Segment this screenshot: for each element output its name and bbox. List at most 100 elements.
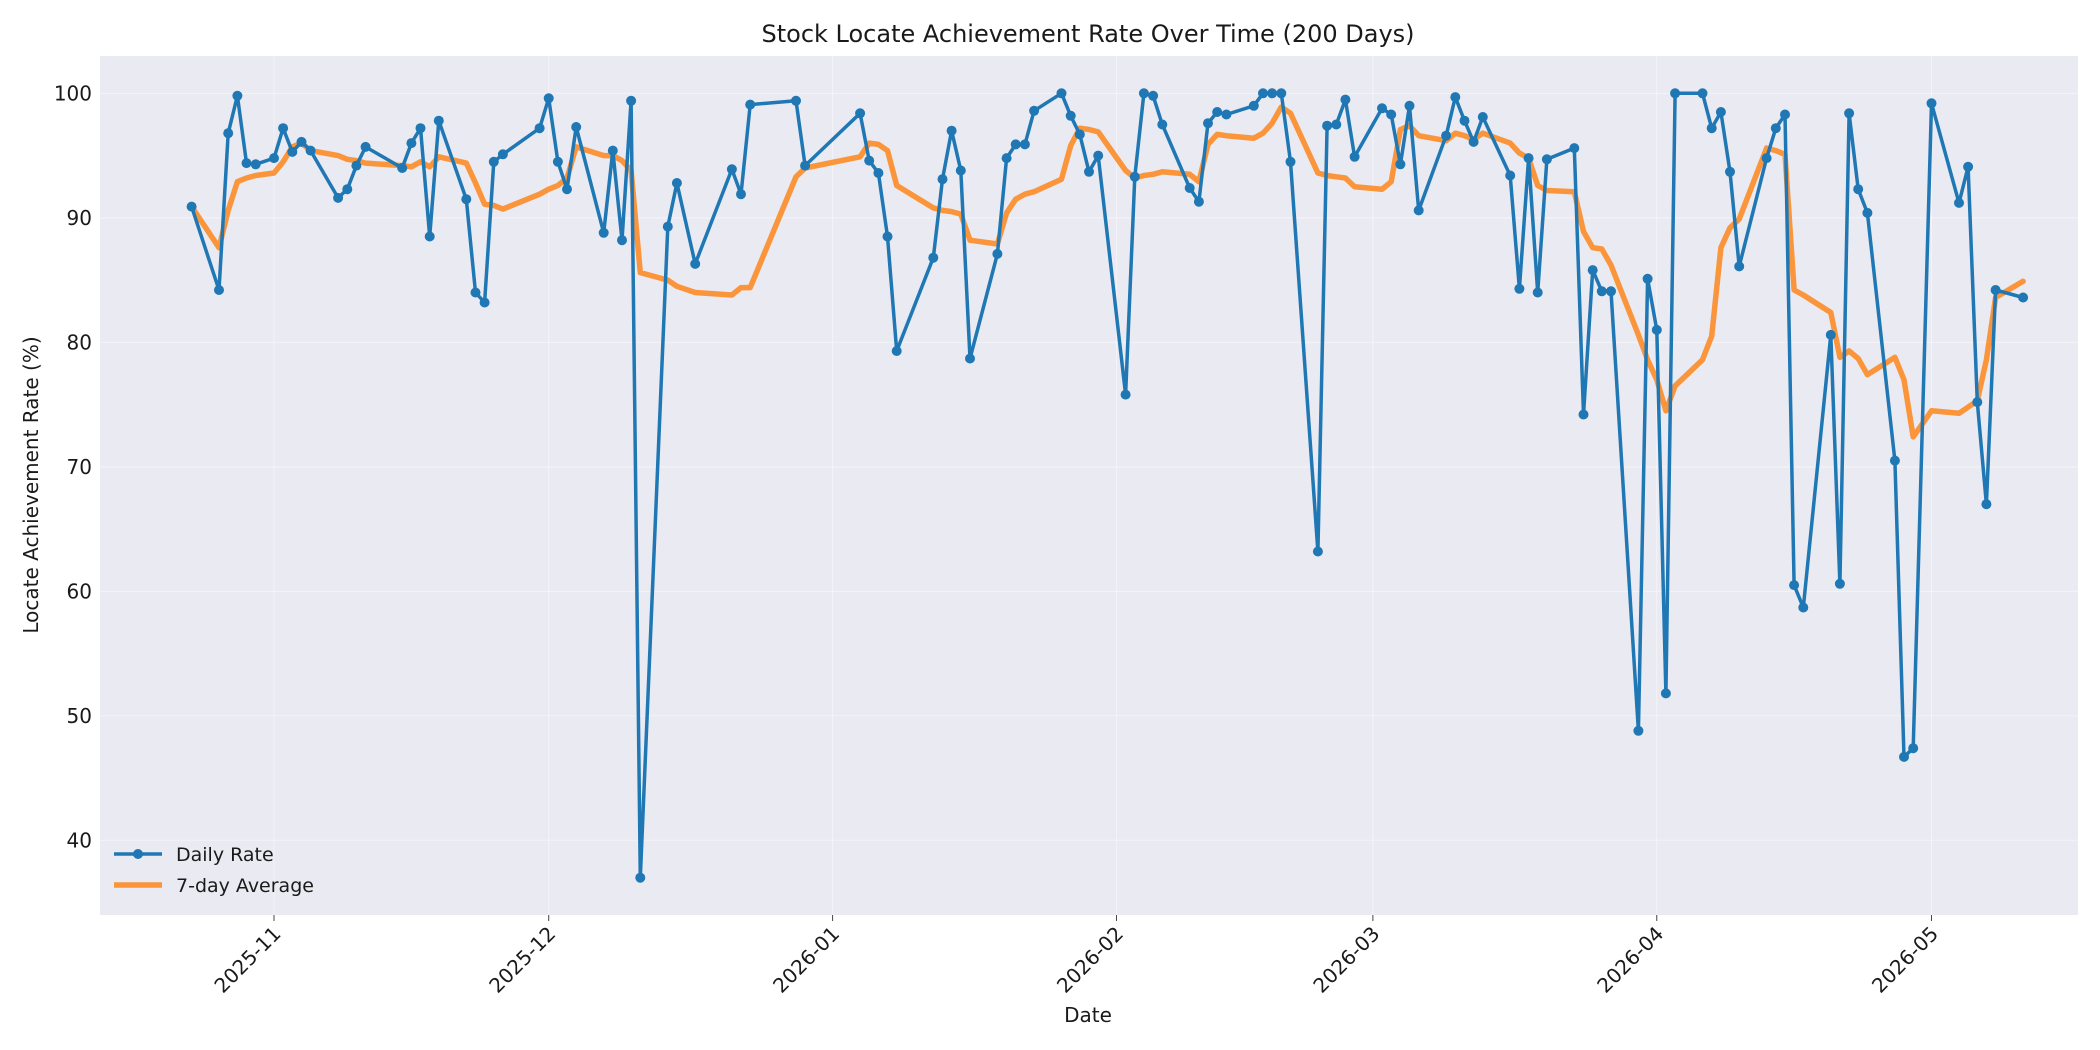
chart-title: Stock Locate Achievement Rate Over Time … [761,20,1414,48]
x-tick-label: 2025-12 [484,922,560,998]
daily-rate-point [1990,285,2001,295]
daily-rate-point [1825,329,1836,340]
daily-rate-point [1532,287,1543,298]
daily-rate-point [1697,88,1708,99]
daily-rate-point [1001,153,1012,164]
y-tick-label: 90 [67,206,92,230]
daily-rate-point [360,141,371,152]
daily-rate-point [1541,154,1552,165]
daily-rate-point [873,168,884,178]
x-axis: 2025-11 2025-12 2026-01 2026-02 2026-03 2026-… [209,915,1943,998]
daily-rate-point [552,156,563,167]
daily-rate-point [1834,578,1845,589]
daily-rate-point [241,158,252,169]
daily-rate-point [470,287,481,298]
daily-rate-point [946,125,957,136]
daily-rate-point [1120,389,1131,400]
daily-rate-point [1148,90,1159,101]
daily-rate-point [223,128,234,139]
daily-rate-point [1377,103,1387,114]
daily-rate-point [1203,118,1213,129]
series-7-day-average-line [188,104,2026,440]
daily-rate-point [1862,207,1873,218]
daily-rate-point [1413,205,1424,216]
daily-rate-point [571,122,582,132]
daily-rate-point [1084,166,1094,177]
daily-rate-point [305,145,316,156]
daily-rate-point [342,184,353,195]
daily-rate-point [497,149,508,160]
daily-rate-point [1734,261,1745,272]
y-tick-label: 40 [67,828,92,852]
daily-rate-point [1770,123,1781,134]
x-tick-label: 2026-03 [1308,922,1384,998]
daily-rate-point [479,297,490,308]
daily-rate-point [1908,743,1919,754]
daily-rate-point [1725,166,1735,177]
x-axis-label: Date [1064,1003,1112,1027]
daily-rate-point [1138,88,1149,99]
daily-rate-point [607,145,618,156]
daily-rate-point [1660,688,1671,699]
daily-rate-point [1844,108,1855,119]
daily-rate-point [882,231,893,242]
daily-rate-point [1761,153,1772,164]
daily-rate-point [543,93,554,104]
daily-rate-point [397,163,408,173]
daily-rate-point [1587,265,1598,276]
daily-rate-point [1789,580,1800,591]
daily-rate-point [1523,153,1534,164]
daily-rate-point [232,90,243,101]
daily-rate-point [406,138,417,149]
daily-rate-point [351,160,362,171]
y-tick-label: 60 [67,579,92,603]
daily-rate-point [1193,196,1204,207]
daily-rate-point [891,346,902,356]
daily-rate-point [1633,725,1644,736]
daily-rate-point [1248,100,1259,111]
daily-rate-point [287,146,298,157]
legend-label-7-day-average: 7-day Average [176,875,314,897]
daily-rate-point [562,184,572,195]
daily-rate-point [1212,107,1223,117]
daily-rate-point [745,99,756,110]
daily-rate-point [1706,123,1717,134]
daily-rate-point [1926,98,1937,109]
daily-rate-point [1285,156,1296,167]
daily-rate-point [1468,136,1479,147]
daily-rate-point [1459,115,1470,126]
legend: Daily Rate 7-day Average [114,844,314,897]
daily-rate-point [1184,183,1195,193]
daily-rate-point [662,221,673,232]
series-markers [186,88,2029,883]
y-axis-label: Locate Achievement Rate (%) [19,336,43,633]
daily-rate-point [791,95,801,106]
y-tick-label: 80 [67,330,92,354]
daily-rate-point [214,285,224,295]
daily-rate-point [1129,171,1140,182]
daily-rate-point [1312,546,1323,557]
daily-rate-point [726,164,737,175]
daily-rate-point [1386,109,1397,120]
daily-rate-point [1963,161,1974,172]
daily-rate-point [1404,100,1415,111]
daily-rate-point [800,160,811,171]
daily-rate-point [1798,602,1809,613]
daily-rate-point [1331,119,1342,130]
daily-rate-point [1029,105,1040,116]
daily-rate-point [1981,499,1992,510]
x-tick-label: 2026-02 [1052,922,1128,998]
daily-rate-point [1514,283,1525,294]
daily-rate-point [1267,88,1278,99]
daily-rate-point [1569,143,1580,154]
daily-rate-point [250,159,261,170]
daily-rate-point [690,258,701,269]
daily-rate-point [1578,409,1589,420]
daily-rate-point [1899,751,1909,762]
daily-rate-point [1065,110,1076,121]
daily-rate-point [1010,139,1021,150]
daily-rate-point [626,95,637,106]
daily-rate-point [1853,184,1864,195]
daily-rate-point [269,153,279,164]
